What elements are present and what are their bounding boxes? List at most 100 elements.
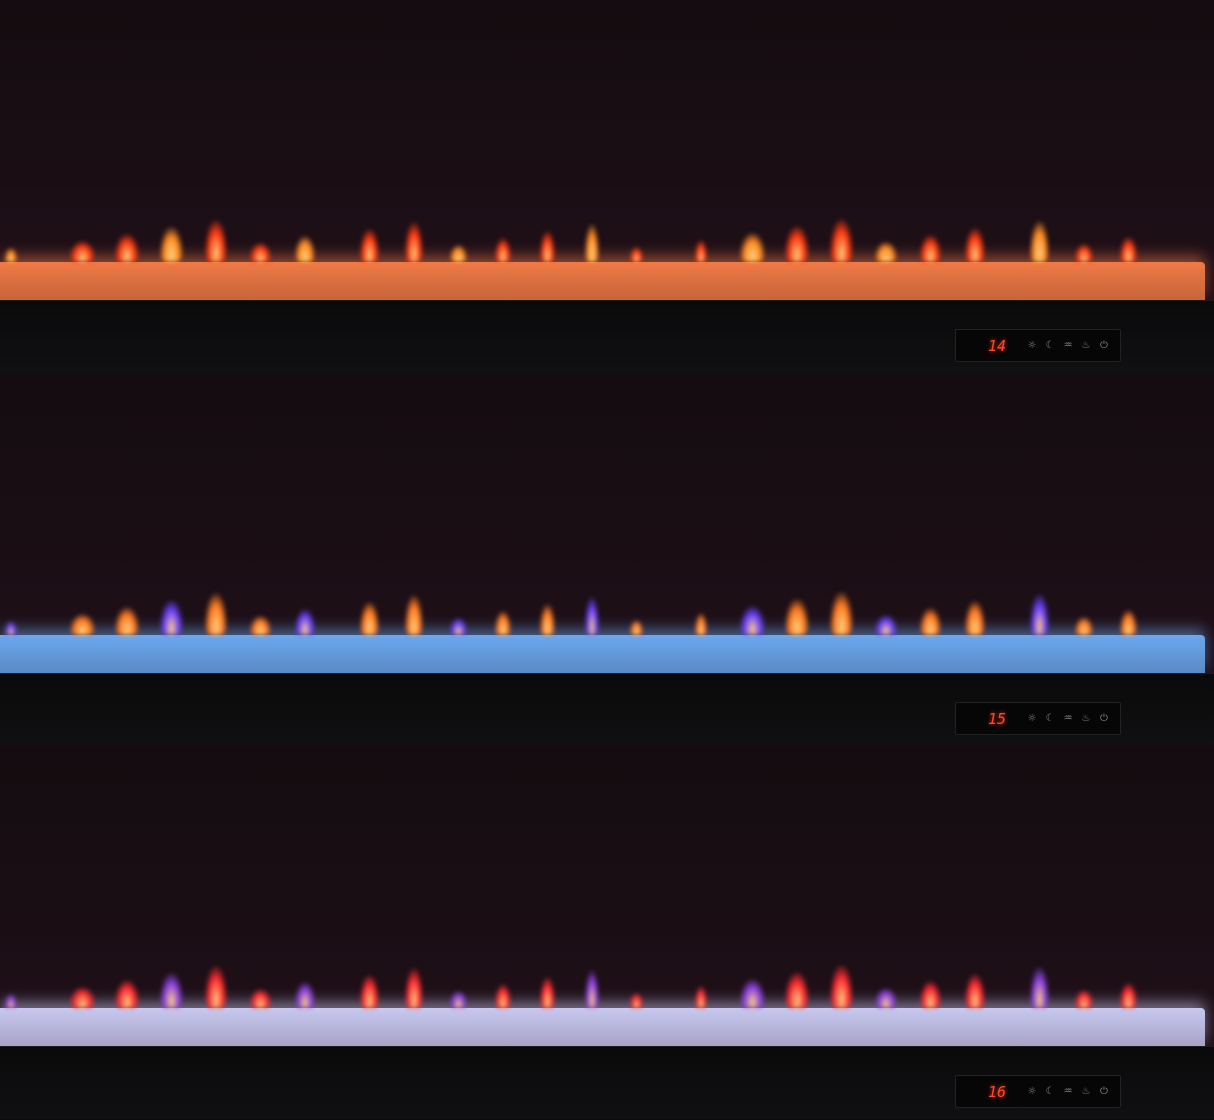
timer-moon-icon[interactable]: ☾ (1045, 713, 1055, 724)
flame (695, 613, 707, 635)
power-icon[interactable]: ⏻ (1100, 713, 1108, 724)
flame (920, 608, 941, 635)
flame (495, 984, 511, 1008)
flame (405, 595, 423, 635)
flame (160, 973, 183, 1008)
flame (205, 220, 227, 262)
glass-front (0, 746, 1214, 1046)
flame (115, 980, 139, 1008)
flame (70, 241, 95, 262)
flame (585, 970, 599, 1008)
flame (740, 606, 765, 635)
heat-icon[interactable]: ♨ (1081, 713, 1091, 724)
flame (450, 245, 467, 262)
flame (740, 233, 765, 262)
flame (450, 991, 467, 1008)
control-panel: 15 ☼ ☾ ♒ ♨ ⏻ (955, 702, 1121, 735)
fireplace-orange: 14 ☼ ☾ ♒ ♨ ⏻ (0, 0, 1214, 373)
flame (875, 988, 897, 1008)
flame (360, 602, 379, 635)
flame (875, 615, 897, 635)
temperature-display: 15 (988, 709, 1007, 728)
glass-front (0, 0, 1214, 300)
crystal-bed (0, 262, 1205, 300)
flame (585, 224, 599, 262)
flame (1030, 967, 1049, 1008)
flame (1075, 617, 1093, 635)
glass-front (0, 373, 1214, 673)
flame (695, 986, 707, 1008)
flame (875, 242, 897, 262)
flame (1120, 983, 1137, 1008)
control-panel: 16 ☼ ☾ ♒ ♨ ⏻ (955, 1075, 1121, 1108)
flame (250, 616, 271, 635)
flame (785, 972, 809, 1008)
control-panel: 14 ☼ ☾ ♒ ♨ ⏻ (955, 329, 1121, 362)
flame (5, 994, 17, 1008)
flame (830, 219, 853, 262)
flame (540, 604, 555, 635)
brightness-icon[interactable]: ☼ (1027, 340, 1037, 351)
flame-effect-icon[interactable]: ♒ (1063, 1086, 1073, 1097)
fireplace-white: 16 ☼ ☾ ♒ ♨ ⏻ (0, 746, 1214, 1119)
timer-moon-icon[interactable]: ☾ (1045, 340, 1055, 351)
flame (205, 966, 227, 1008)
timer-moon-icon[interactable]: ☾ (1045, 1086, 1055, 1097)
flame (785, 226, 809, 262)
flame (785, 599, 809, 635)
flame (495, 611, 511, 635)
flame (540, 977, 555, 1008)
flame (360, 975, 379, 1008)
flame (965, 601, 985, 635)
flame (630, 993, 643, 1008)
heat-icon[interactable]: ♨ (1081, 340, 1091, 351)
flame (5, 248, 17, 262)
flame (965, 228, 985, 262)
flame (1030, 594, 1049, 635)
flame (160, 600, 183, 635)
flame (450, 618, 467, 635)
flame (1075, 244, 1093, 262)
heat-icon[interactable]: ♨ (1081, 1086, 1091, 1097)
flame (115, 607, 139, 635)
flame-effect-icon[interactable]: ♒ (1063, 713, 1073, 724)
brightness-icon[interactable]: ☼ (1027, 713, 1037, 724)
flame (630, 620, 643, 635)
flame (965, 974, 985, 1008)
flame (160, 227, 183, 262)
flame (115, 234, 139, 262)
power-icon[interactable]: ⏻ (1100, 1086, 1108, 1097)
flame (920, 981, 941, 1008)
flame (205, 593, 227, 635)
flame-effect-icon[interactable]: ♒ (1063, 340, 1073, 351)
flame (830, 965, 853, 1008)
flame (1075, 990, 1093, 1008)
fireplace-blue: 15 ☼ ☾ ♒ ♨ ⏻ (0, 373, 1214, 746)
flame (295, 982, 315, 1008)
flame (830, 592, 853, 635)
flame (250, 989, 271, 1008)
flame (585, 597, 599, 635)
flame (295, 236, 315, 262)
temperature-display: 14 (988, 336, 1007, 355)
flame (1030, 221, 1049, 262)
power-icon[interactable]: ⏻ (1100, 340, 1108, 351)
temperature-display: 16 (988, 1082, 1007, 1101)
brightness-icon[interactable]: ☼ (1027, 1086, 1037, 1097)
crystal-bed (0, 1008, 1205, 1046)
flame (360, 229, 379, 262)
flame (405, 222, 423, 262)
flame (1120, 237, 1137, 262)
flame (70, 614, 95, 635)
flame (540, 231, 555, 262)
flame (250, 243, 271, 262)
flame (630, 247, 643, 262)
flame (1120, 610, 1137, 635)
flame (495, 238, 511, 262)
flame (405, 968, 423, 1008)
flame (5, 621, 17, 635)
flame (920, 235, 941, 262)
flame (70, 987, 95, 1008)
flame (695, 240, 707, 262)
flame (740, 979, 765, 1008)
